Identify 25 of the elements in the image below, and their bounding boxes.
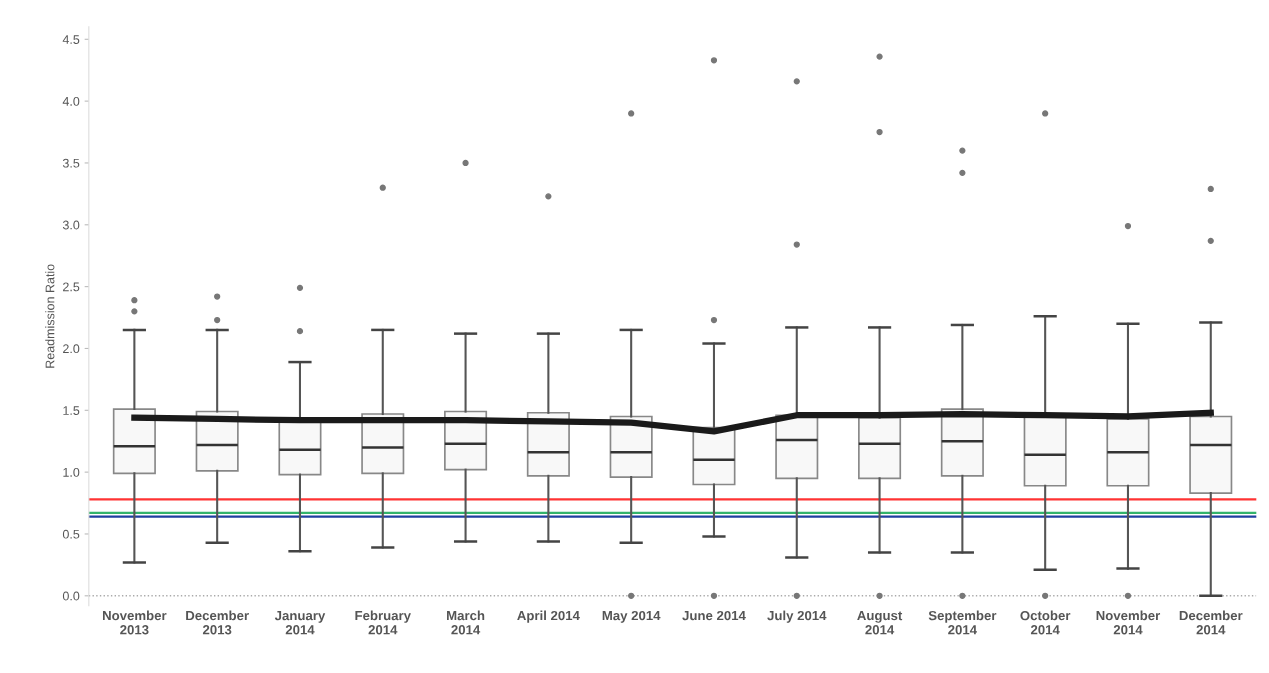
y-tick-label: 0.0 [62, 591, 80, 601]
y-tick-label: 4.5 [62, 35, 80, 44]
x-tick-label: November 2014 [1096, 610, 1161, 635]
y-tick-label: 3.0 [62, 220, 80, 230]
x-tick-label: January 2014 [274, 611, 326, 635]
x-tick-label: December 2013 [186, 610, 249, 635]
y-tick-label: 4.0 [62, 96, 80, 106]
x-tick-label: November 2013 [102, 610, 167, 635]
y-tick-label: 3.5 [62, 158, 80, 168]
x-tick-label: May 2014 [602, 610, 661, 623]
x-tick-label: August 2014 [857, 610, 903, 635]
x-tick-label: December 2014 [1179, 610, 1243, 635]
y-axis-title: Readmission Ratio [45, 264, 55, 368]
x-tick-label: March 2014 [447, 610, 485, 635]
x-tick-label: April 2014 [517, 610, 580, 623]
y-tick-label: 1.0 [63, 467, 80, 477]
x-tick-label: June 2014 [682, 610, 746, 621]
y-tick-label: 2.0 [63, 344, 80, 354]
y-tick-label: 0.5 [62, 529, 80, 539]
y-tick-label: 1.5 [63, 406, 80, 415]
x-tick-label: September 2014 [928, 610, 997, 635]
x-tick-label: February 2014 [355, 610, 411, 635]
x-tick-label: July 2014 [767, 610, 827, 623]
y-tick-label: 2.5 [63, 282, 80, 292]
x-tick-label: October 2014 [1020, 610, 1071, 635]
